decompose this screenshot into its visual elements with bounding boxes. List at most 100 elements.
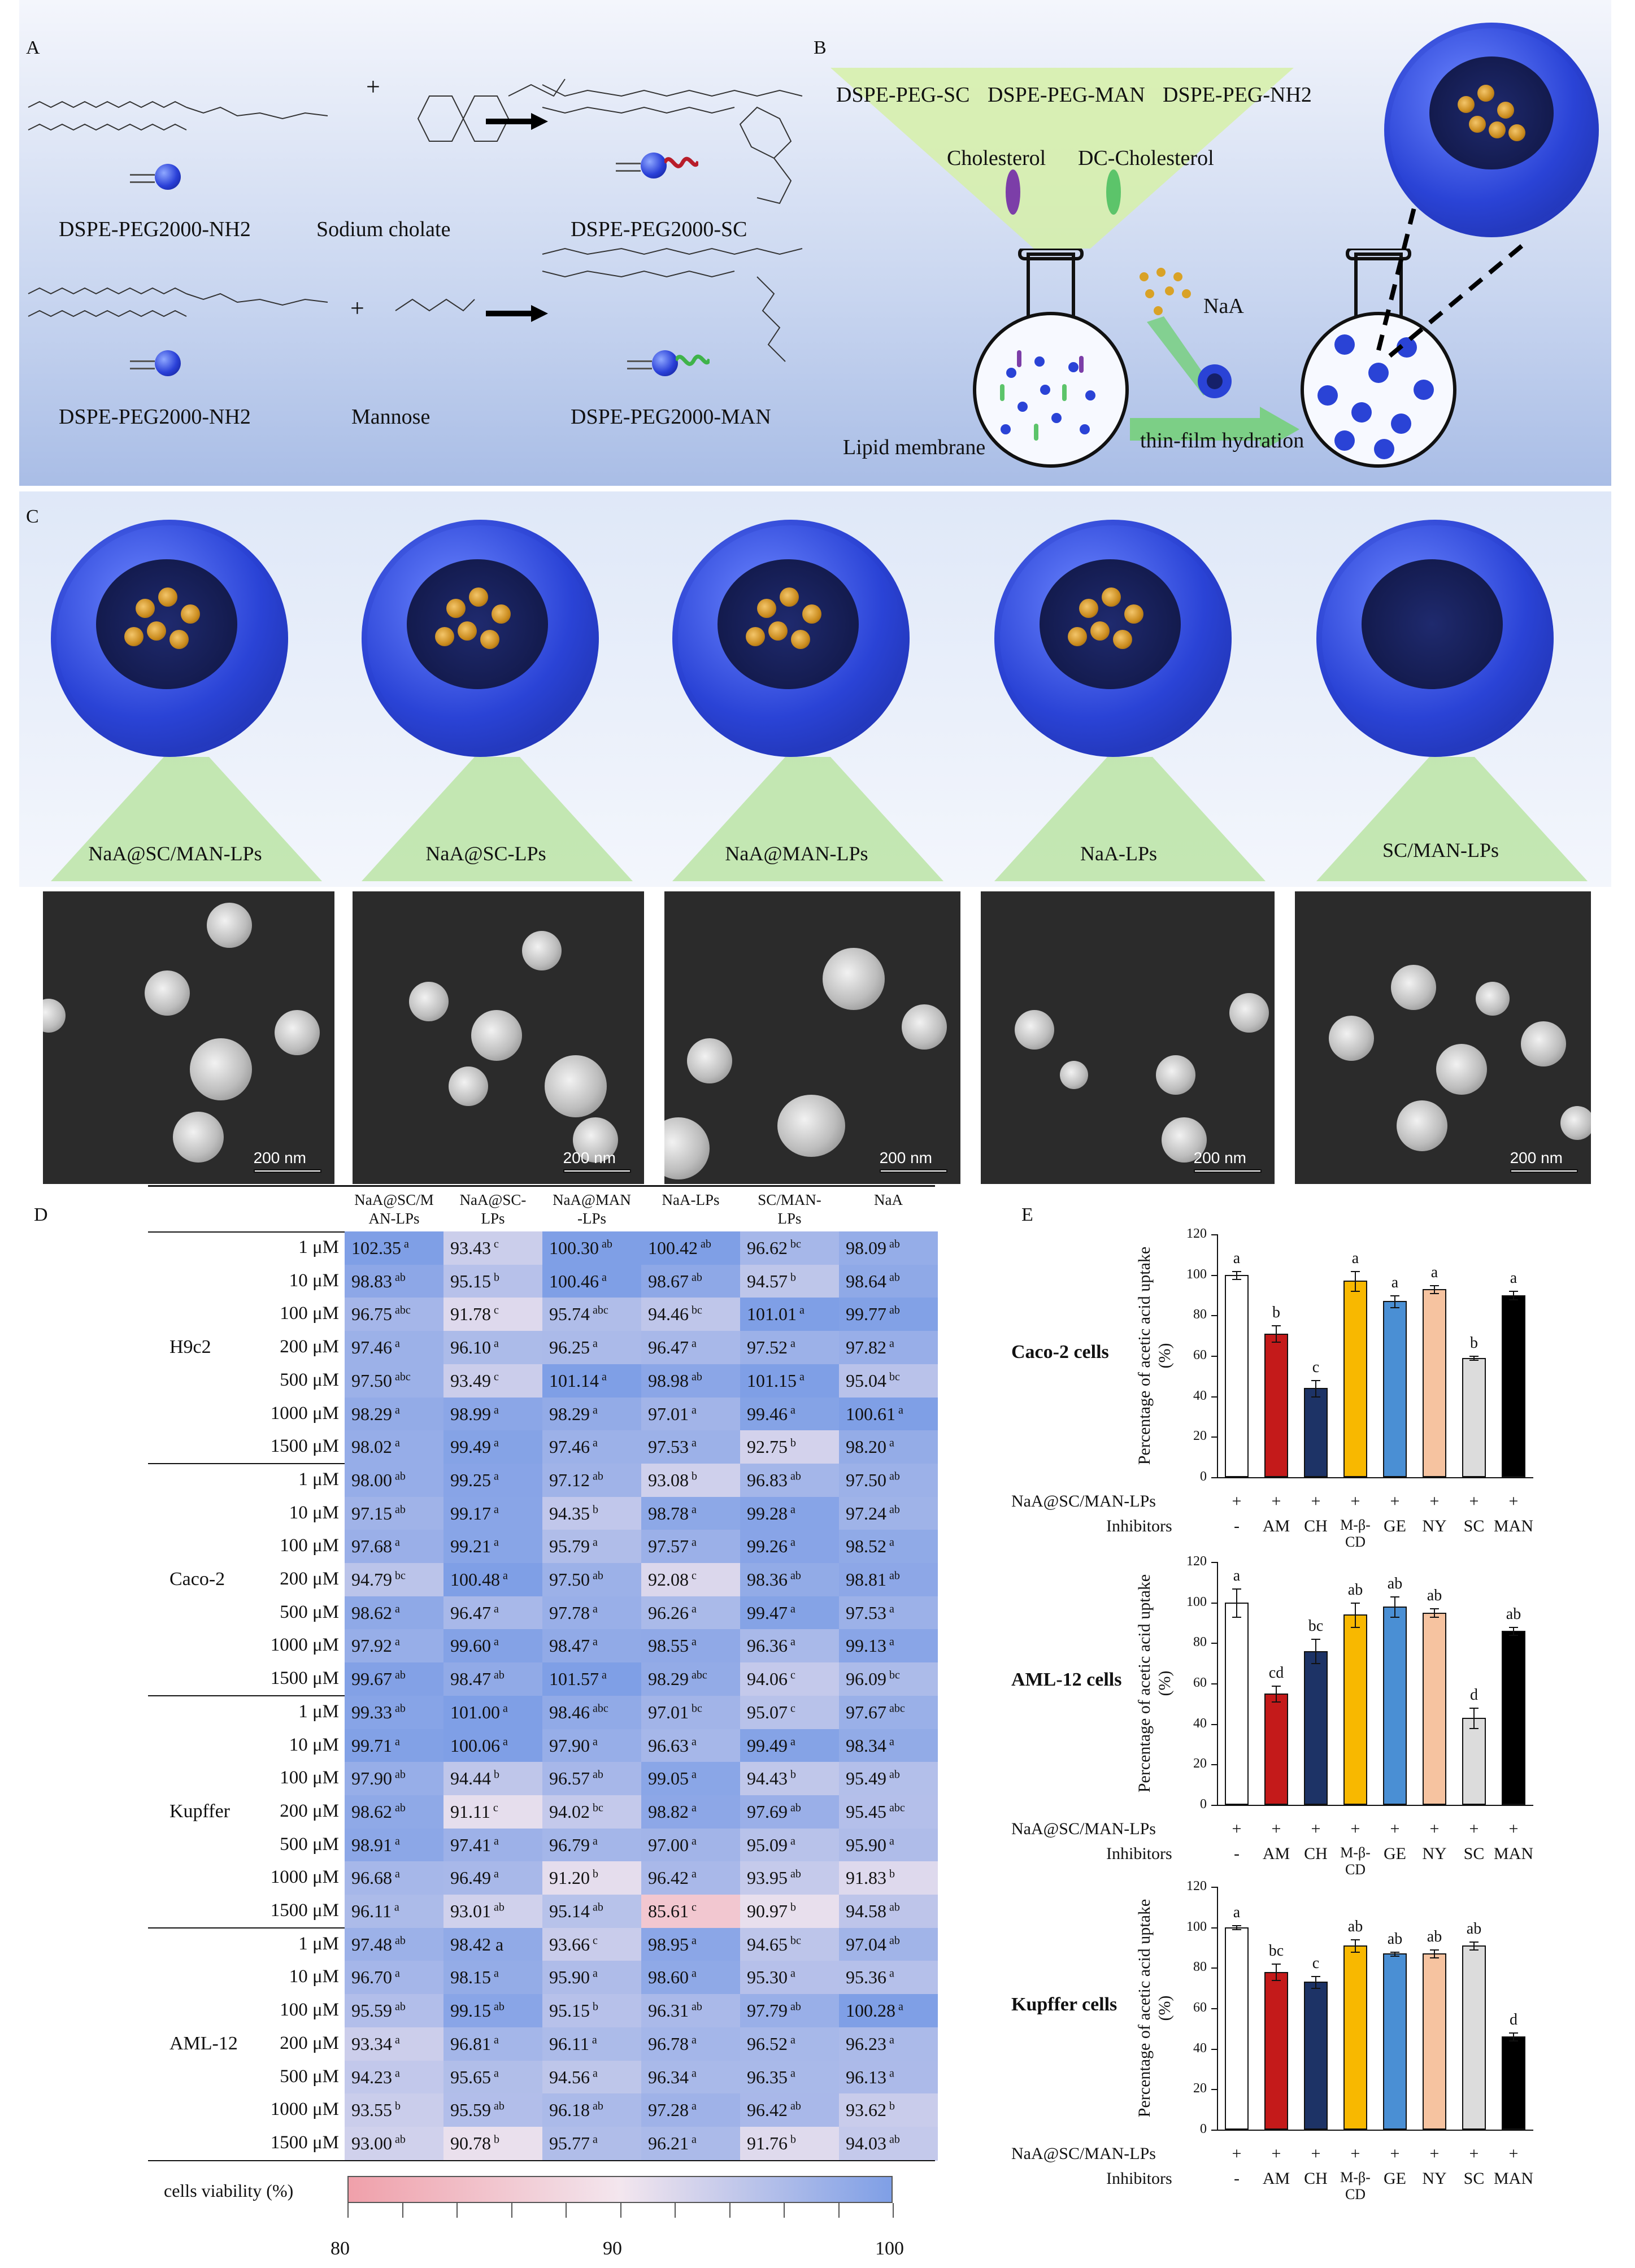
significance-letter: b: [392, 2100, 401, 2113]
bar-M-β-CD: [1343, 1281, 1367, 1477]
y-tick-mark: [1211, 1887, 1217, 1888]
table-cell: 95.79 a: [542, 1530, 641, 1564]
significance-letter: ab: [689, 1370, 702, 1383]
table-cell: 90.78 b: [443, 2126, 542, 2161]
table-cell: 95.77 a: [542, 2126, 641, 2161]
cell-value: 101.14: [549, 1370, 599, 1391]
table-cell: 97.00 a: [641, 1828, 740, 1862]
column-header: NaA: [874, 1191, 903, 1208]
significance-letter: ab: [886, 1238, 900, 1251]
error-cap: [1390, 1955, 1399, 1957]
error-cap: [1469, 1941, 1479, 1943]
scale-bar-label-1: 200 nm: [253, 1149, 306, 1166]
error-cap: [1351, 1951, 1360, 1953]
plus-marker: +: [1429, 2144, 1440, 2163]
table-cell: 96.75 abc: [345, 1298, 443, 1332]
cell-value: 99.13: [846, 1635, 886, 1656]
table-cell: 92.08 c: [641, 1563, 740, 1597]
y-axis: [1217, 1562, 1218, 1805]
y-tick-label: 20: [1193, 1756, 1207, 1771]
table-cell: 97.57 a: [641, 1530, 740, 1564]
error-cap: [1311, 1639, 1320, 1640]
significance-letter: a: [590, 1603, 598, 1616]
cell-value: 95.74: [549, 1304, 590, 1325]
concentration-label: 10 μM: [289, 1734, 339, 1755]
liposome-cutaway-large: [1384, 23, 1599, 237]
reagent-label-2: Mannose: [351, 405, 431, 429]
table-cell: 98.83 ab: [345, 1264, 443, 1299]
cell-value: 99.33: [351, 1701, 392, 1722]
cell-value: 97.82: [846, 1337, 886, 1358]
table-cell: 94.23 a: [345, 2060, 443, 2095]
cell-value: 96.79: [549, 1834, 590, 1855]
concentration-label: 1000 μM: [270, 1403, 339, 1424]
cell-value: 98.46: [549, 1701, 590, 1722]
cell-value: 98.15: [450, 1967, 491, 1988]
cell-value: 96.78: [648, 2033, 689, 2054]
x-category-label: AM: [1262, 1517, 1290, 1535]
y-tick-label: 100: [1186, 1594, 1207, 1609]
cell-value: 99.60: [450, 1635, 491, 1656]
significance-letter: a: [886, 2066, 894, 2079]
table-cell: 96.57 ab: [542, 1762, 641, 1796]
error-bar: [1434, 1608, 1435, 1617]
significance-letter: b: [491, 1768, 499, 1781]
significance-letter: a: [491, 2034, 499, 2047]
significance-letter: a: [797, 1370, 805, 1383]
table-cell: 99.49 a: [740, 1729, 839, 1763]
table-cell: 95.30 a: [740, 1961, 839, 1995]
significance-letter: bc: [392, 1569, 406, 1582]
table-cell: 94.44 b: [443, 1762, 542, 1796]
table-cell: 94.58 ab: [839, 1895, 938, 1929]
significance-letter: ab: [1387, 1574, 1403, 1592]
significance-letter: a: [1233, 1566, 1241, 1584]
significance-letter: ab: [392, 1702, 406, 1715]
error-cap: [1430, 1957, 1439, 1959]
plus-marker: +: [1350, 1819, 1360, 1838]
cell-value: 91.20: [549, 1867, 590, 1888]
liposome-naa-sc-man: [51, 520, 288, 757]
panel-label-a: A: [26, 37, 40, 58]
significance-letter: a: [1391, 1273, 1399, 1291]
bar--: [1225, 1927, 1249, 2130]
table-cell: 97.48 ab: [345, 1927, 443, 1962]
cell-value: 96.35: [747, 2066, 788, 2087]
concentration-label: 1 μM: [298, 1933, 339, 1954]
cell-value: 98.29: [549, 1403, 590, 1424]
significance-letter: b: [590, 1867, 598, 1880]
concentration-label: 1 μM: [298, 1701, 339, 1722]
cell-line-label: Kupffer: [169, 1800, 230, 1822]
significance-letter: a: [590, 1403, 598, 1416]
table-cell: 98.29 a: [345, 1397, 443, 1431]
cell-value: 98.99: [450, 1403, 491, 1424]
sem-image-3: 200 nm: [664, 891, 960, 1184]
table-cell: 95.04 bc: [839, 1364, 938, 1398]
cell-value: 93.66: [549, 1934, 590, 1954]
table-cell: 99.77 ab: [839, 1298, 938, 1332]
x-category-label: NY: [1422, 2169, 1447, 2188]
table-cell: 98.95 a: [641, 1927, 740, 1962]
plus-marker: +: [1390, 1492, 1400, 1510]
table-cell: 96.09 bc: [839, 1662, 938, 1696]
cell-value: 101.00: [450, 1701, 500, 1722]
table-cell: 96.13 a: [839, 2060, 938, 2095]
cell-value: 101.15: [747, 1370, 797, 1391]
table-cell: 99.33 ab: [345, 1695, 443, 1730]
table-cell: 98.09 ab: [839, 1231, 938, 1265]
bar-CH: [1304, 1388, 1328, 1477]
chart-title: AML-12 cells: [1011, 1669, 1122, 1690]
cell-value: 97.90: [351, 1768, 392, 1789]
y-tick-mark: [1211, 1436, 1217, 1438]
x-category-label: NY: [1422, 1517, 1447, 1535]
formulation-label-3: NaA@MAN-LPs: [725, 842, 868, 865]
significance-letter: a: [1430, 1263, 1438, 1281]
table-cell: 97.15 ab: [345, 1496, 443, 1531]
cell-value: 94.56: [549, 2066, 590, 2087]
table-cell: 96.26 a: [641, 1596, 740, 1630]
y-tick-label: 120: [1186, 1879, 1207, 1893]
concentration-label: 1 μM: [298, 1237, 339, 1257]
cell-value: 98.62: [351, 1602, 392, 1623]
significance-letter: a: [886, 1735, 894, 1748]
cell-value: 93.62: [846, 2100, 886, 2121]
bar-SC: [1462, 1717, 1486, 1805]
